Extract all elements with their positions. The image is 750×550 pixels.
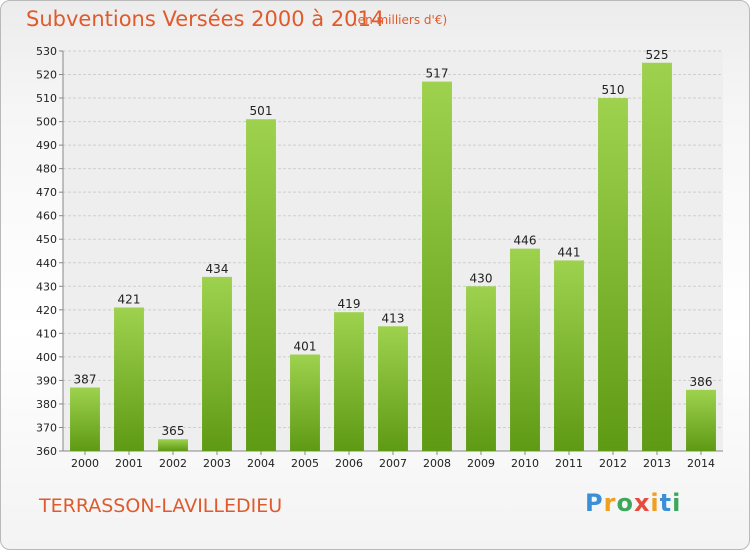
- bar-2002: [158, 439, 188, 451]
- bar-value-label: 525: [646, 48, 669, 62]
- bar-2013: [642, 62, 672, 451]
- x-tick-label: 2010: [511, 457, 539, 470]
- bar-2001: [114, 307, 144, 451]
- y-tick-label: 490: [36, 139, 57, 152]
- bar-value-label: 510: [602, 83, 625, 97]
- y-tick-label: 450: [36, 233, 57, 246]
- y-tick-label: 520: [36, 69, 57, 82]
- x-tick-label: 2012: [599, 457, 627, 470]
- bar-2010: [510, 248, 540, 451]
- logo-letter: o: [616, 489, 634, 517]
- bar-2009: [466, 286, 496, 451]
- bar-value-label: 413: [382, 311, 405, 325]
- y-tick-label: 400: [36, 351, 57, 364]
- x-tick-label: 2004: [247, 457, 275, 470]
- bar-value-label: 441: [558, 245, 581, 259]
- y-tick-label: 500: [36, 116, 57, 129]
- y-tick-label: 470: [36, 186, 57, 199]
- bar-value-label: 365: [162, 424, 185, 438]
- y-tick-label: 390: [36, 374, 57, 387]
- bar-value-label: 430: [470, 271, 493, 285]
- y-tick-label: 370: [36, 421, 57, 434]
- x-tick-label: 2008: [423, 457, 451, 470]
- bar-value-label: 421: [118, 292, 141, 306]
- y-tick-label: 430: [36, 280, 57, 293]
- bar-2008: [422, 81, 452, 452]
- logo-letter: P: [585, 489, 604, 517]
- bar-value-label: 386: [690, 375, 713, 389]
- bar-2011: [554, 260, 584, 451]
- bar-2000: [70, 387, 100, 451]
- bar-value-label: 387: [74, 372, 97, 386]
- bar-value-label: 419: [338, 297, 361, 311]
- x-tick-label: 2013: [643, 457, 671, 470]
- bar-2004: [246, 119, 276, 451]
- bar-2006: [334, 312, 364, 451]
- bar-value-label: 517: [426, 67, 449, 81]
- x-tick-label: 2000: [71, 457, 99, 470]
- bar-value-label: 501: [250, 104, 273, 118]
- chart-title: Subventions Versées 2000 à 2014: [26, 7, 385, 31]
- y-tick-label: 510: [36, 92, 57, 105]
- x-tick-label: 2006: [335, 457, 363, 470]
- y-tick-label: 410: [36, 327, 57, 340]
- x-tick-label: 2011: [555, 457, 583, 470]
- x-tick-label: 2007: [379, 457, 407, 470]
- bar-2014: [686, 389, 716, 451]
- bar-2012: [598, 98, 628, 451]
- y-tick-label: 360: [36, 445, 57, 458]
- y-tick-label: 460: [36, 210, 57, 223]
- bar-value-label: 446: [514, 234, 537, 248]
- y-tick-label: 480: [36, 163, 57, 176]
- x-tick-label: 2005: [291, 457, 319, 470]
- chart-subtitle: (en milliers d'€): [353, 13, 448, 27]
- bar-2003: [202, 276, 232, 451]
- logo-letter: x: [633, 489, 651, 517]
- y-tick-label: 420: [36, 304, 57, 317]
- logo-letter: i: [672, 489, 682, 517]
- x-tick-label: 2009: [467, 457, 495, 470]
- y-tick-label: 440: [36, 257, 57, 270]
- y-tick-label: 530: [36, 45, 57, 58]
- commune-name: TERRASSON-LAVILLEDIEU: [39, 495, 283, 517]
- x-tick-label: 2001: [115, 457, 143, 470]
- logo-letter: r: [603, 489, 617, 517]
- proxiti-logo[interactable]: Proxiti: [585, 489, 681, 517]
- logo-letter: i: [650, 489, 660, 517]
- logo-letter: t: [659, 489, 673, 517]
- bar-value-label: 401: [294, 340, 317, 354]
- x-tick-label: 2003: [203, 457, 231, 470]
- bar-2007: [378, 326, 408, 451]
- x-tick-label: 2002: [159, 457, 187, 470]
- y-tick-label: 380: [36, 398, 57, 411]
- x-tick-label: 2014: [687, 457, 715, 470]
- bar-value-label: 434: [206, 262, 229, 276]
- bar-2005: [290, 354, 320, 451]
